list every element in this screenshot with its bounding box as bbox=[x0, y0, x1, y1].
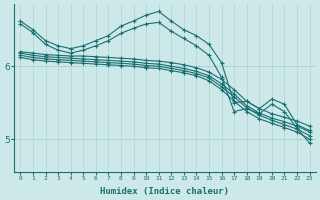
X-axis label: Humidex (Indice chaleur): Humidex (Indice chaleur) bbox=[100, 187, 229, 196]
